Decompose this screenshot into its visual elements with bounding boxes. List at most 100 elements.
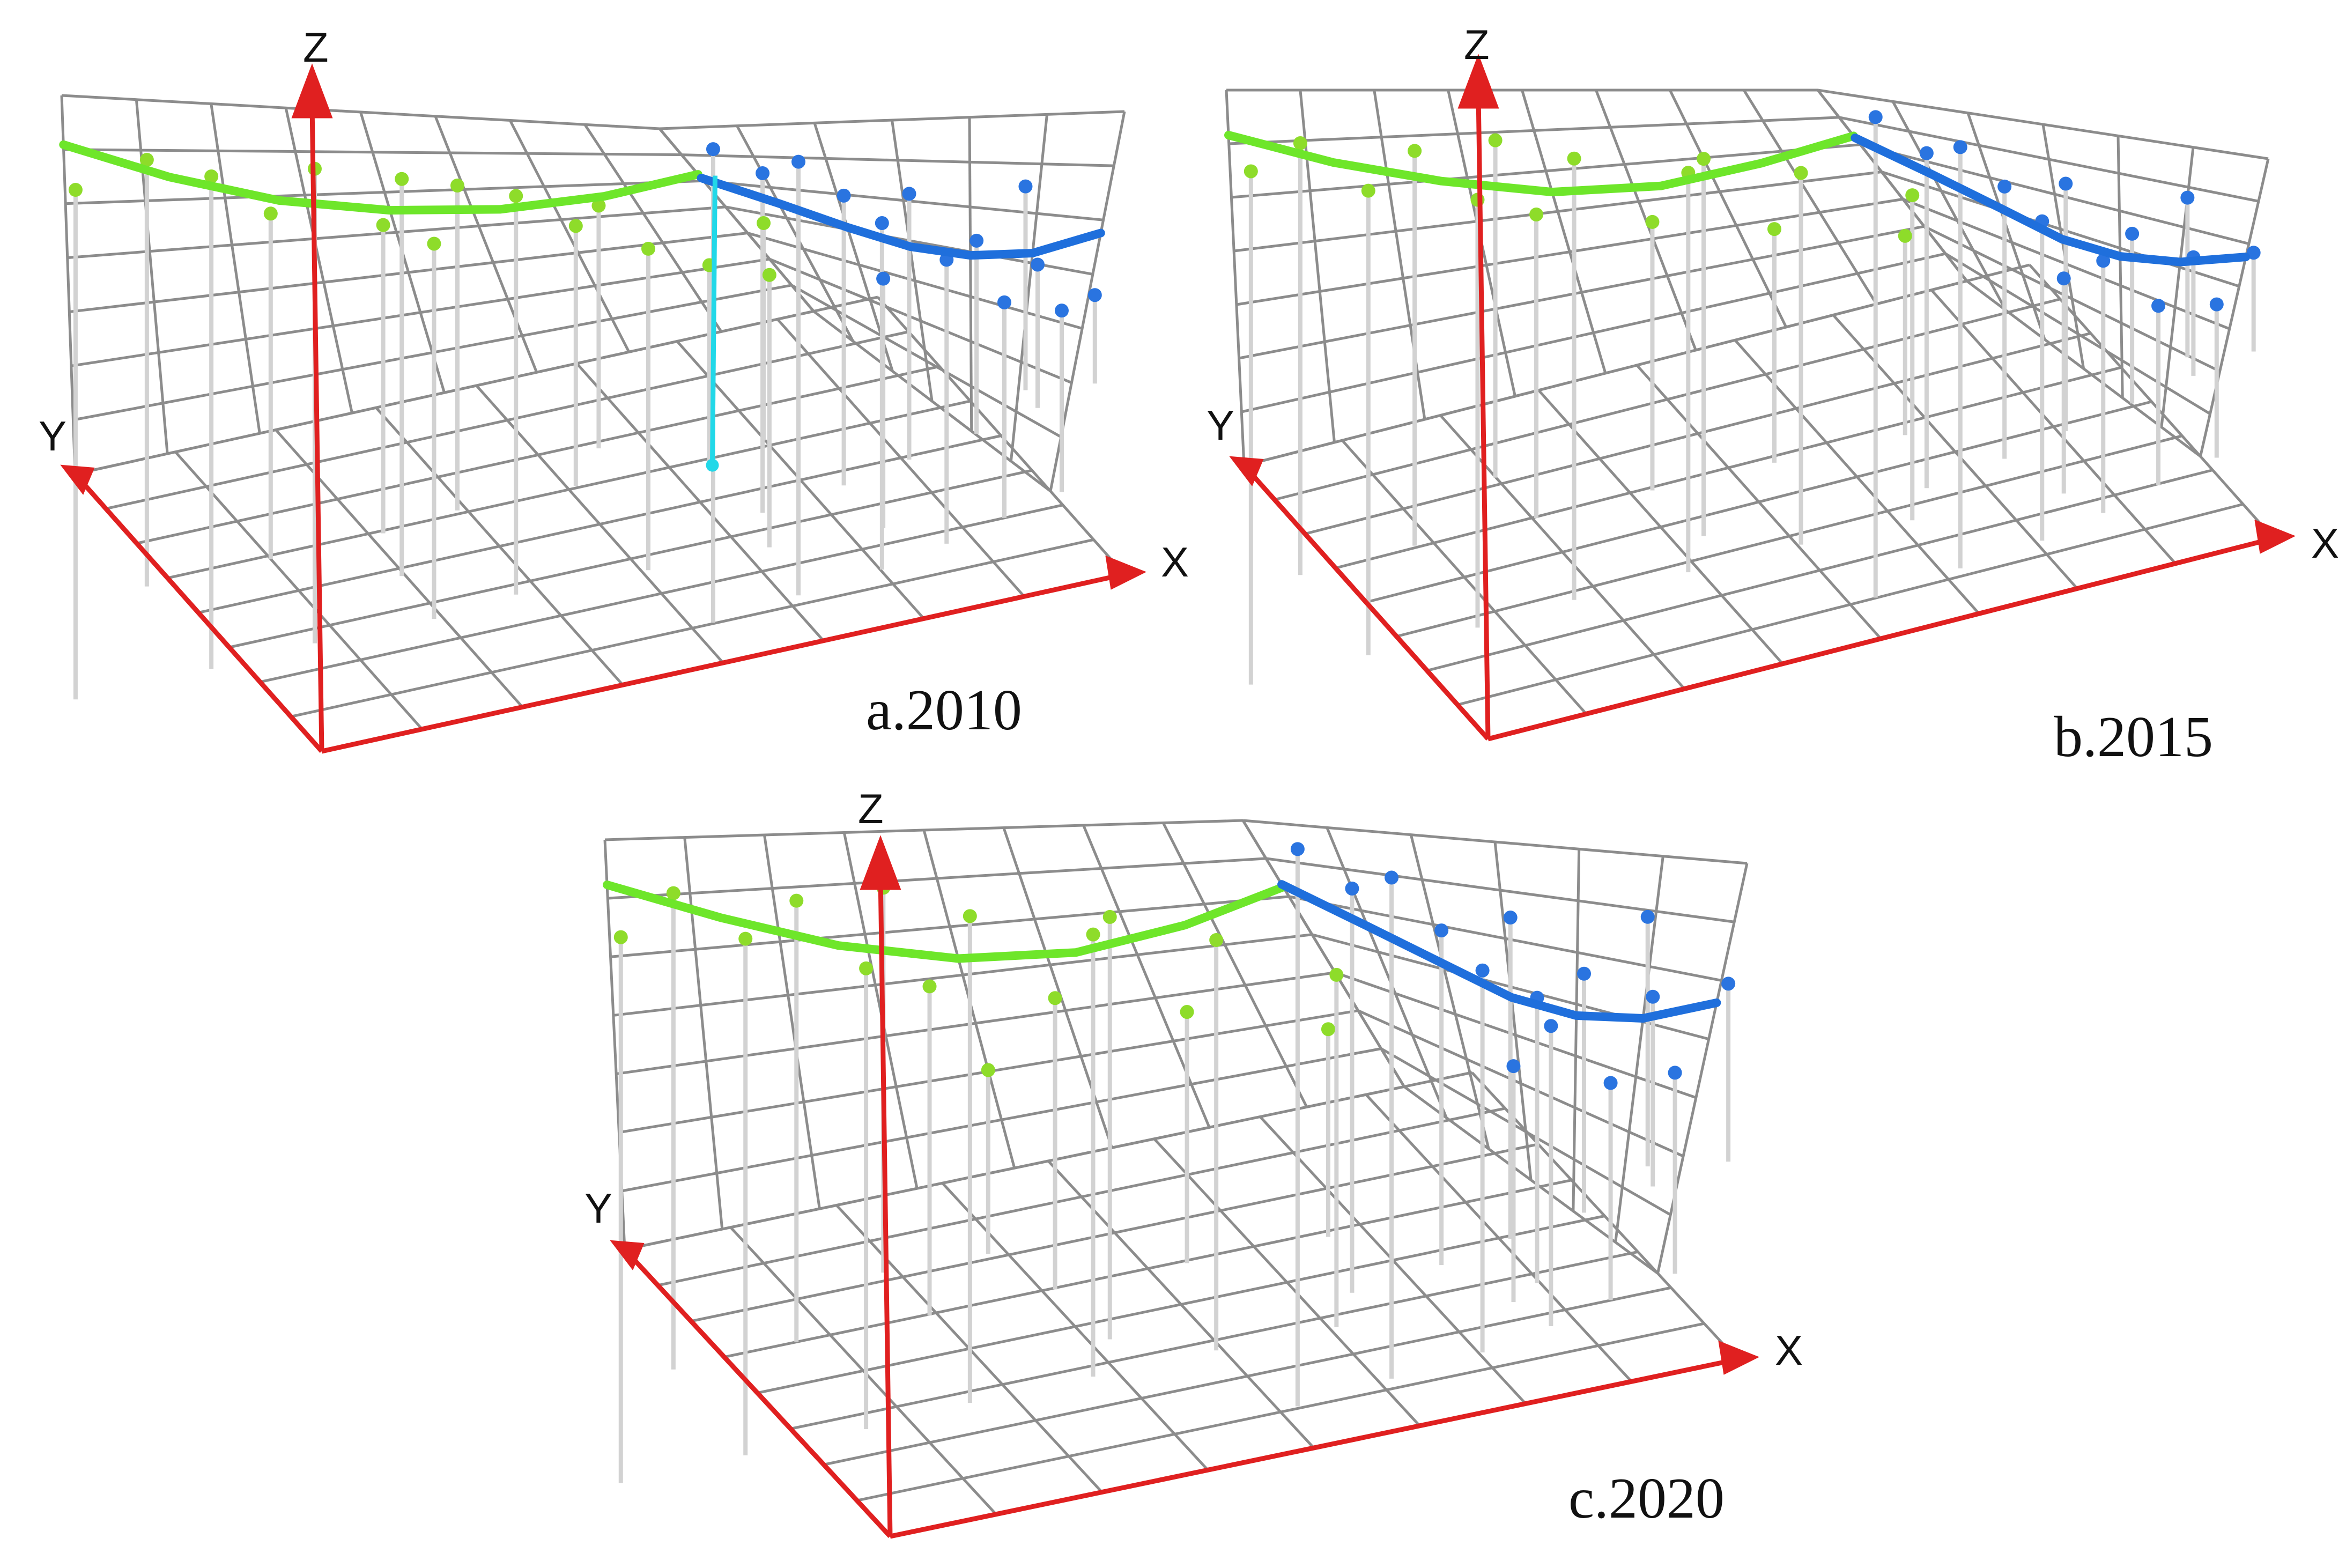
east-point: [2209, 297, 2224, 312]
floor-grid-line: [1365, 1093, 1633, 1382]
floor-grid-line: [167, 400, 971, 580]
left-wall-grid-line: [583, 123, 723, 332]
floor-grid-line: [776, 318, 1025, 597]
left-wall-grid-line: [1231, 143, 1861, 199]
y-axis-label: Y: [39, 412, 66, 460]
east-point: [2125, 226, 2140, 241]
z-axis-line: [1476, 95, 1491, 739]
west-point: [1048, 991, 1062, 1005]
right-wall-grid-line: [2041, 124, 2085, 369]
z-axis-label: Z: [1464, 21, 1490, 68]
floor-grid-line: [1274, 298, 2061, 501]
z-axis-arrow: [291, 63, 333, 119]
west-point: [1086, 927, 1100, 942]
west-point: [568, 219, 583, 233]
y-axis-arrow: [610, 1240, 645, 1270]
west-point: [981, 1063, 995, 1077]
axes: [610, 835, 1759, 1539]
z-axis-arrow: [1457, 54, 1499, 109]
right-wall-grid-line: [1493, 841, 1533, 1180]
east-point: [1087, 288, 1102, 302]
right-wall-grid-line: [659, 110, 1125, 130]
left-wall-grid-line: [763, 834, 821, 1209]
y-axis-arrow: [1229, 456, 1264, 486]
east-point: [756, 166, 770, 181]
right-wall-grid-line: [1656, 863, 1749, 1274]
right-wall-grid-line: [1839, 116, 2259, 203]
left-wall-grid-line: [1742, 89, 1878, 305]
west-trend-line: [59, 140, 702, 215]
left-wall-grid-line: [1669, 89, 1788, 328]
highlight-base-point: [706, 458, 719, 472]
east-point: [1868, 110, 1883, 124]
east-point: [2056, 271, 2071, 286]
panel-c.2020: X Y Zc.2020: [584, 785, 1803, 1539]
right-wall-grid-line: [658, 128, 815, 313]
z-axis-label: Z: [858, 785, 884, 832]
right-wall-grid-line: [1817, 89, 1968, 282]
right-wall-grid-line: [1334, 971, 1697, 1099]
east-point: [997, 295, 1011, 309]
east-point: [1031, 257, 1045, 272]
x-axis-line: [1487, 536, 2275, 742]
right-wall-grid-line: [1881, 171, 2240, 288]
west-point: [1767, 222, 1781, 236]
left-wall-grid-line: [1162, 822, 1308, 1108]
right-wall-grid-line: [769, 257, 1072, 384]
right-wall-grid-line: [2116, 136, 2124, 398]
left-wall-grid-line: [621, 1047, 1382, 1193]
left-wall-grid-line: [434, 115, 538, 373]
west-point: [204, 169, 219, 184]
left-wall-grid-line: [1239, 225, 1925, 360]
floor-grid-line: [1734, 339, 1980, 615]
west-point: [789, 893, 804, 908]
z-axis-line: [878, 876, 893, 1537]
east-point: [2151, 299, 2166, 313]
floor-grid-line: [198, 434, 1002, 614]
floor-grid-line: [691, 1143, 1539, 1323]
y-axis-line: [1242, 464, 1490, 741]
east-point: [1290, 842, 1305, 856]
east-point: [837, 188, 851, 203]
west-point: [68, 183, 83, 197]
x-axis-label: X: [1775, 1327, 1803, 1374]
right-wall-grid-line: [1614, 856, 1664, 1242]
east-point: [1054, 304, 1069, 318]
left-wall-grid-line: [509, 120, 631, 353]
west-point: [1209, 933, 1224, 947]
left-wall-grid-line: [604, 819, 1244, 841]
east-trend-line: [1277, 880, 1721, 1023]
east-point: [1577, 966, 1592, 981]
east-point: [970, 233, 984, 248]
left-wall-grid-line: [210, 103, 261, 434]
left-wall-grid-line: [608, 857, 1267, 900]
points: [68, 142, 1102, 318]
west-point: [1697, 152, 1711, 166]
right-wall-grid-line: [1817, 88, 2269, 160]
left-wall-grid-line: [624, 1085, 1405, 1251]
west-point: [591, 198, 606, 213]
right-wall-grid-line: [1923, 225, 2221, 373]
left-wall-grid-line: [616, 971, 1336, 1076]
z-axis-label: Z: [303, 24, 329, 71]
right-wall-grid-line: [1242, 819, 1748, 865]
east-point: [1953, 140, 1967, 154]
z-axis-arrow: [860, 835, 901, 890]
east-point: [1503, 911, 1518, 925]
left-wall-grid-line: [1521, 90, 1607, 374]
floor-grid-line: [1365, 400, 2152, 604]
right-wall-grid-line: [681, 153, 1114, 167]
x-axis-arrow: [1718, 1340, 1759, 1375]
right-wall-grid-line: [1009, 114, 1048, 462]
left-wall-grid-line: [1082, 825, 1211, 1128]
right-wall-grid-line: [968, 117, 973, 432]
east-point: [1385, 870, 1399, 885]
left-wall-grid-line: [284, 107, 353, 413]
floor-grid-line: [1471, 1071, 1738, 1360]
east-point: [791, 154, 806, 169]
east-point: [2096, 254, 2111, 268]
east-point: [1640, 909, 1655, 924]
west-point: [1529, 207, 1544, 221]
west-point: [666, 886, 680, 900]
